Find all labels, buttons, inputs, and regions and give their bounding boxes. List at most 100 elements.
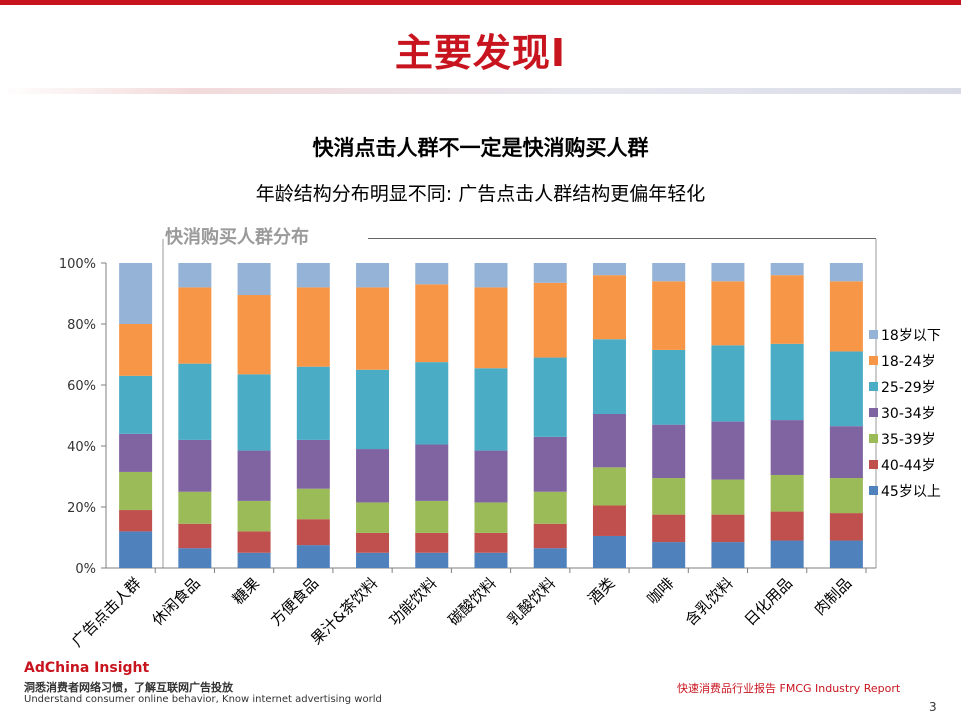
bar-segment — [356, 532, 390, 553]
x-category-label: 休闲食品 — [149, 574, 204, 629]
y-tick-label: 20% — [67, 501, 96, 516]
bar-segment — [356, 449, 390, 503]
bar-segment — [533, 263, 567, 283]
bar-segment — [829, 540, 863, 568]
bar-segment — [829, 281, 863, 352]
bar-segment — [533, 357, 567, 437]
y-tick-label: 60% — [67, 379, 96, 394]
bar-segment — [652, 281, 686, 350]
x-category-label: 乳酸饮料 — [504, 574, 559, 629]
bar-segment — [237, 552, 271, 568]
y-tick-label: 0% — [75, 562, 96, 577]
bar-segment — [592, 275, 626, 340]
bar-segment — [770, 263, 804, 276]
chart-section-label: 快消购买人群分布 — [165, 227, 309, 248]
bar-segment — [178, 491, 212, 524]
y-tick-label: 100% — [59, 257, 96, 272]
slide-title: 主要发现I — [394, 31, 567, 75]
legend-swatch — [869, 356, 878, 365]
bar-segment — [533, 436, 567, 492]
chart-section-rule — [368, 238, 876, 239]
legend-swatch — [869, 382, 878, 391]
bar-segment — [474, 368, 508, 451]
bar-segment — [474, 263, 508, 288]
bar-segment — [296, 545, 330, 568]
bar-segment — [474, 552, 508, 568]
bar-segment — [711, 542, 745, 568]
bar-segment — [237, 295, 271, 375]
bar-segment — [711, 514, 745, 543]
bar-segment — [296, 488, 330, 520]
bar-segment — [592, 263, 626, 276]
bar-segment — [711, 263, 745, 282]
brand-logo-text: AdChina Insight — [24, 660, 150, 676]
bar-segment — [296, 439, 330, 489]
bar-segment — [652, 424, 686, 479]
bar-segment — [237, 531, 271, 553]
bar-segment — [652, 263, 686, 282]
report-label: 快速消费品行业报告 FMCG Industry Report — [677, 682, 901, 695]
bar-segment — [770, 511, 804, 541]
bar-segment — [237, 500, 271, 532]
bar-segment — [533, 523, 567, 549]
bar-segment — [119, 531, 153, 568]
top-accent-bar — [0, 0, 961, 5]
bar-segment — [474, 450, 508, 503]
x-category-label: 糖果 — [229, 574, 263, 608]
bar-segment — [178, 287, 212, 364]
bar-segment — [770, 540, 804, 568]
bar-segment — [296, 287, 330, 367]
bar-segment — [119, 433, 153, 472]
bar-segment — [711, 479, 745, 515]
x-category-label: 广告点击人群 — [68, 574, 144, 650]
bar-segment — [533, 491, 567, 524]
legend-label: 30-34岁 — [881, 406, 936, 422]
bar-segment — [829, 426, 863, 479]
bar-segment — [119, 375, 153, 434]
bar-segment — [829, 263, 863, 282]
bar-segment — [829, 478, 863, 514]
bar-segment — [356, 263, 390, 288]
slide-headline: 快消点击人群不一定是快消购买人群 — [312, 136, 649, 160]
bar-segment — [711, 281, 745, 346]
bar-segment — [356, 287, 390, 370]
bar-segment — [178, 548, 212, 568]
legend-swatch — [869, 460, 878, 469]
y-tick-label: 80% — [67, 318, 96, 333]
bar-segment — [770, 420, 804, 475]
bar-segment — [592, 535, 626, 568]
bar-segment — [237, 450, 271, 501]
bar-segment — [711, 421, 745, 480]
bar-segment — [178, 523, 212, 549]
bar-segment — [652, 542, 686, 568]
legend-label: 18岁以下 — [881, 328, 941, 344]
x-category-label: 碳酸饮料 — [445, 574, 500, 629]
stacked-bar-chart: 0%20%40%60%80%100%广告点击人群 休闲食品 糖果 方便食品果汁&茶饮料… — [59, 239, 941, 650]
bar-segment — [652, 478, 686, 515]
y-tick-label: 40% — [67, 440, 96, 455]
bar-segment — [178, 263, 212, 288]
legend-label: 45岁以上 — [881, 484, 941, 500]
bar-segment — [178, 363, 212, 440]
x-category-label: 功能饮料 — [385, 574, 440, 629]
bar-segment — [592, 413, 626, 468]
bar-segment — [652, 349, 686, 425]
legend-swatch — [869, 330, 878, 339]
bar-segment — [237, 374, 271, 451]
bar-segment — [356, 552, 390, 568]
bar-segment — [415, 552, 449, 568]
bar-segment — [415, 444, 449, 501]
bar-segment — [415, 532, 449, 553]
bar-segment — [829, 351, 863, 427]
bar-segment — [296, 366, 330, 440]
bar-segment — [296, 519, 330, 546]
x-category-label: 咖啡 — [644, 574, 678, 608]
legend-swatch — [869, 434, 878, 443]
legend-label: 18-24岁 — [881, 354, 936, 370]
bar-segment — [356, 369, 390, 450]
bar-segment — [415, 500, 449, 533]
bar-segment — [119, 471, 153, 511]
bar-segment — [770, 474, 804, 512]
x-category-label: 方便食品 — [267, 574, 322, 629]
bar-segment — [533, 548, 567, 568]
